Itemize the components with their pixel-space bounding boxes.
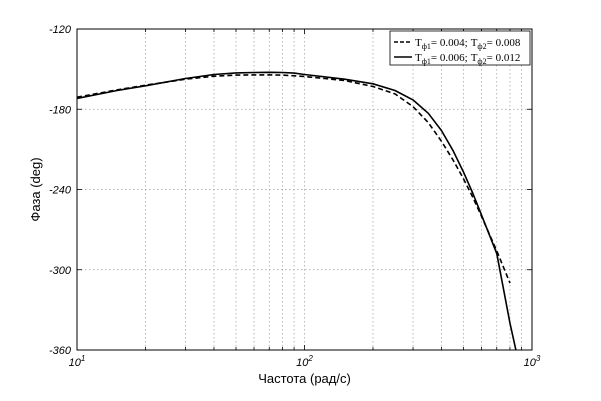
series-line-1 <box>77 74 511 284</box>
x-tick-label: 103 <box>524 354 541 369</box>
y-tick-label: -120 <box>49 24 72 36</box>
grid <box>77 29 532 350</box>
series-line-2 <box>77 71 517 350</box>
y-tick-label: -240 <box>49 185 72 197</box>
legend-label-1: Tф1= 0.004; Tф2= 0.008 <box>415 37 521 51</box>
y-tick-label: -180 <box>49 104 72 116</box>
y-axis-label: Фаза (deg) <box>28 157 43 221</box>
y-tick-label: -300 <box>49 265 72 277</box>
series-lines <box>77 71 517 350</box>
x-tick-label: 102 <box>296 354 313 369</box>
x-tick-label: 101 <box>69 354 86 369</box>
y-tick-label: -360 <box>49 345 72 357</box>
legend-label-2: Tф1= 0.006; Tф2= 0.012 <box>415 52 520 66</box>
axis-ticks <box>77 28 532 351</box>
x-axis-label: Частота (рад/с) <box>258 371 351 386</box>
legend-box <box>389 30 531 66</box>
